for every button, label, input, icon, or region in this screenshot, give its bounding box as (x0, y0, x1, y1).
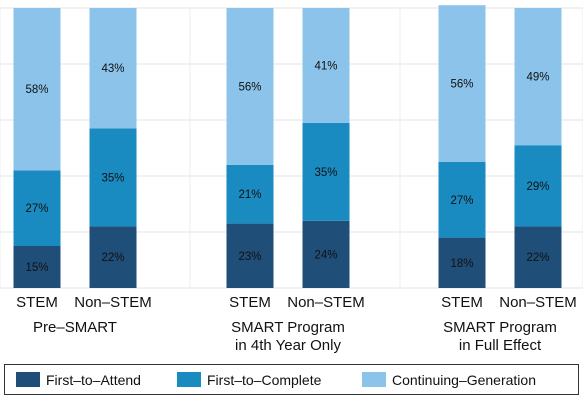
value-label-0-1: 22% (101, 252, 124, 264)
value-label-1-2: 21% (238, 189, 261, 201)
bar-segment-0-4 (438, 237, 486, 288)
x-tick-labels: STEM Non–STEM STEM Non–STEM STEM Non–STEM (16, 294, 577, 311)
x-tick-label-5: Non–STEM (499, 294, 577, 311)
legend-swatch-0 (16, 372, 40, 387)
legend-label-1: First–to–Complete (207, 372, 322, 388)
bar-segment-0-3 (302, 220, 350, 288)
legend: First–to–Attend First–to–Complete Continui… (4, 364, 579, 395)
value-label-0-4: 18% (450, 258, 473, 270)
legend-label-0: First–to–Attend (46, 372, 141, 388)
legend-swatch-1 (177, 372, 201, 387)
bar-segment-2-5 (514, 8, 562, 146)
x-tick-label-1: Non–STEM (74, 294, 152, 311)
value-label-2-3: 41% (314, 60, 337, 72)
bar-segment-1-5 (514, 145, 562, 227)
x-tick-label-3: Non–STEM (287, 294, 365, 311)
bar-segment-0-5 (514, 226, 562, 288)
bar-segment-1-3 (302, 122, 350, 221)
value-label-0-3: 24% (314, 249, 337, 261)
bar-segment-2-2 (226, 8, 274, 165)
x-tick-label-2: STEM (229, 294, 271, 311)
x-tick-label-4: STEM (441, 294, 483, 311)
bar-segment-1-0 (13, 170, 61, 246)
value-label-2-1: 43% (101, 63, 124, 75)
bar-segment-0-2 (226, 223, 274, 288)
value-label-1-0: 27% (25, 203, 48, 215)
value-label-1-1: 35% (101, 172, 124, 184)
group-label-2-line-0: SMART Program (443, 319, 557, 336)
group-label-1-line-0: SMART Program (231, 319, 345, 336)
value-label-0-2: 23% (238, 251, 261, 263)
bars (13, 5, 562, 288)
group-label-1-line-1: in 4th Year Only (235, 337, 341, 354)
value-labels: 15% 27% 58% 22% 35% 43% 23% 21% 56% 24% 35% 41% 18% 2… (25, 60, 549, 274)
value-label-2-2: 56% (238, 81, 261, 93)
bar-segment-2-1 (89, 8, 137, 129)
bar-segment-2-4 (438, 5, 486, 163)
value-label-0-0: 15% (25, 262, 48, 274)
x-tick-label-0: STEM (16, 294, 58, 311)
bar-segment-1-2 (226, 164, 274, 224)
group-label-2-line-1: in Full Effect (459, 337, 542, 354)
value-label-0-5: 22% (526, 252, 549, 264)
value-label-2-4: 56% (450, 79, 473, 91)
bar-segment-1-4 (438, 162, 486, 238)
legend-box (4, 364, 579, 395)
value-label-1-5: 29% (526, 181, 549, 193)
value-label-2-5: 49% (526, 72, 549, 84)
value-label-2-0: 58% (25, 84, 48, 96)
bar-segment-1-1 (89, 128, 137, 227)
legend-swatch-2 (362, 372, 386, 387)
bar-segment-2-3 (302, 8, 350, 123)
value-label-1-3: 35% (314, 167, 337, 179)
bar-segment-0-0 (13, 246, 61, 288)
group-label-0-line-0: Pre–SMART (33, 319, 117, 336)
bar-segment-2-0 (13, 8, 61, 171)
gridlines (0, 7, 583, 289)
bar-segment-0-1 (89, 226, 137, 288)
legend-label-2: Continuing–Generation (392, 372, 536, 388)
value-label-1-4: 27% (450, 195, 473, 207)
